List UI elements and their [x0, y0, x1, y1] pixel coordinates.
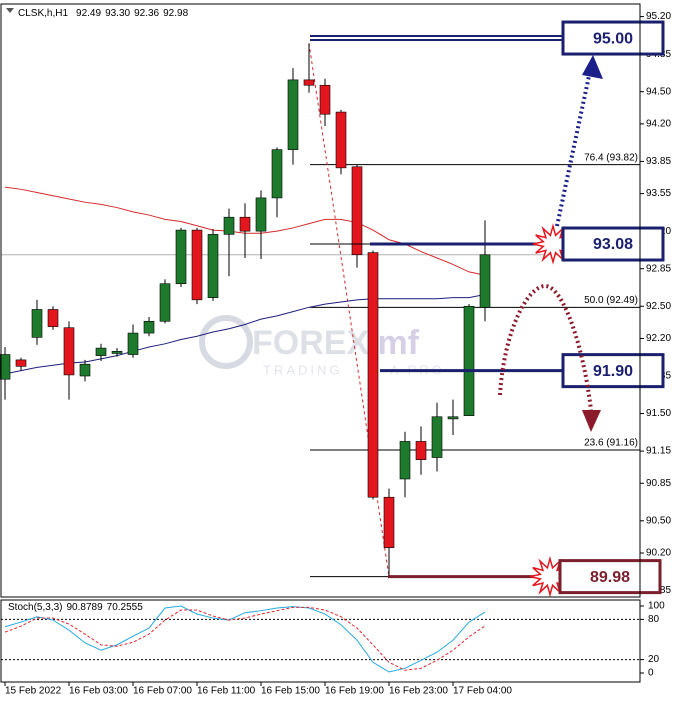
label-box — [561, 20, 665, 56]
candle-body — [351, 166, 363, 256]
x-tick-label: 16 Feb 03:00 — [69, 686, 128, 697]
candle-body — [255, 197, 267, 232]
label-box — [558, 559, 662, 595]
candle-body — [367, 252, 379, 498]
candle-body — [143, 320, 155, 334]
watermark-brand: FOREX — [252, 324, 369, 362]
y-tick-label: 20 — [648, 654, 660, 665]
x-tick-label: 16 Feb 11:00 — [197, 686, 256, 697]
candle-body — [463, 305, 475, 416]
candle-body — [95, 347, 107, 356]
candle-body — [0, 354, 11, 380]
ohlc: 93.30 — [105, 8, 130, 19]
y-tick-label: 95.20 — [646, 11, 671, 22]
y-tick-label: 90.50 — [646, 515, 671, 526]
watermark-logo — [199, 315, 253, 369]
y-tick-label: 90.85 — [646, 478, 671, 489]
candle-body — [431, 416, 443, 458]
candle-body — [127, 332, 139, 355]
candle-body — [223, 216, 235, 235]
candle-body — [63, 327, 75, 376]
label-box — [561, 353, 665, 389]
candle-body — [207, 234, 219, 298]
candle-body — [335, 111, 347, 169]
header-icon — [6, 8, 14, 13]
candle-body — [383, 496, 395, 548]
y-tick-label: 0 — [648, 668, 654, 679]
ohlc: 92.49 — [76, 8, 101, 19]
x-tick-label: 16 Feb 07:00 — [133, 686, 192, 697]
y-tick-label: 91.15 — [646, 446, 671, 457]
candle-body — [287, 79, 299, 150]
y-tick-label: 90.20 — [646, 548, 671, 559]
symbol: CLSK,h,H1 — [18, 8, 68, 19]
candle-body — [303, 79, 315, 86]
y-tick-label: 93.55 — [646, 188, 671, 199]
candle-body — [319, 84, 331, 115]
candle-body — [271, 149, 283, 199]
y-tick-label: 93.85 — [646, 156, 671, 167]
x-tick-label: 16 Feb 19:00 — [325, 686, 384, 697]
y-tick-label: 94.20 — [646, 119, 671, 130]
candle-body — [191, 229, 203, 301]
level-label: 89.98 — [590, 569, 630, 586]
stoch-line — [4, 606, 486, 671]
stoch-value: 70.2555 — [107, 602, 144, 613]
x-tick-label: 15 Feb 2022 — [5, 686, 62, 697]
candle-body — [479, 254, 491, 308]
candle-body — [447, 416, 459, 420]
candle-body — [47, 309, 59, 327]
x-tick-label: 17 Feb 04:00 — [453, 686, 512, 697]
y-tick-label: 100 — [648, 601, 665, 612]
y-tick-label: 80 — [648, 614, 660, 625]
level-label: 91.90 — [593, 363, 633, 380]
candle-body — [159, 283, 171, 322]
y-tick-label: 92.85 — [646, 263, 671, 274]
watermark-tagline: TRADING — [263, 362, 343, 377]
level-label: 93.08 — [593, 236, 633, 253]
stoch-title: Stoch(5,3,3) — [8, 602, 62, 613]
candle-body — [111, 351, 123, 354]
ohlc: 92.98 — [163, 8, 188, 19]
label-box — [561, 226, 665, 262]
candle-body — [239, 216, 251, 232]
arrow — [555, 75, 591, 227]
candle-body — [15, 359, 27, 367]
y-tick-label: 92.20 — [646, 333, 671, 344]
candle-body — [399, 441, 411, 480]
candle-body — [415, 441, 427, 460]
x-tick-label: 16 Feb 23:00 — [389, 686, 448, 697]
stoch-value: 90.8789 — [66, 602, 103, 613]
candle-body — [31, 309, 43, 338]
main-frame — [0, 3, 641, 598]
level-label: 95.00 — [593, 30, 633, 47]
fib-label: 23.6 (91.16) — [584, 438, 638, 449]
arrow-head — [582, 410, 601, 432]
y-tick-label: 91.50 — [646, 408, 671, 419]
y-tick-label: 92.50 — [646, 301, 671, 312]
ohlc: 92.36 — [134, 8, 159, 19]
y-tick-label: 94.50 — [646, 86, 671, 97]
fib-label: 50.0 (92.49) — [584, 295, 638, 306]
candle-body — [175, 229, 187, 285]
watermark: FOREX imf TRADING A PRO — [199, 315, 442, 377]
fib-label: 76.4 (93.82) — [584, 152, 638, 163]
x-tick-label: 16 Feb 15:00 — [261, 686, 320, 697]
candle-body — [79, 363, 91, 377]
stoch-header: Stoch(5,3,3) 90.8789 70.2555 — [8, 602, 143, 613]
header: CLSK,h,H1 92.49 93.30 92.36 92.98 — [18, 8, 189, 19]
stoch-frame — [0, 599, 641, 683]
stoch-line — [4, 605, 486, 673]
arrow-head — [582, 55, 603, 79]
arrow — [498, 283, 593, 411]
plot-layer: 95.2094.8594.5094.2093.8593.5593.2092.85… — [0, 11, 671, 697]
